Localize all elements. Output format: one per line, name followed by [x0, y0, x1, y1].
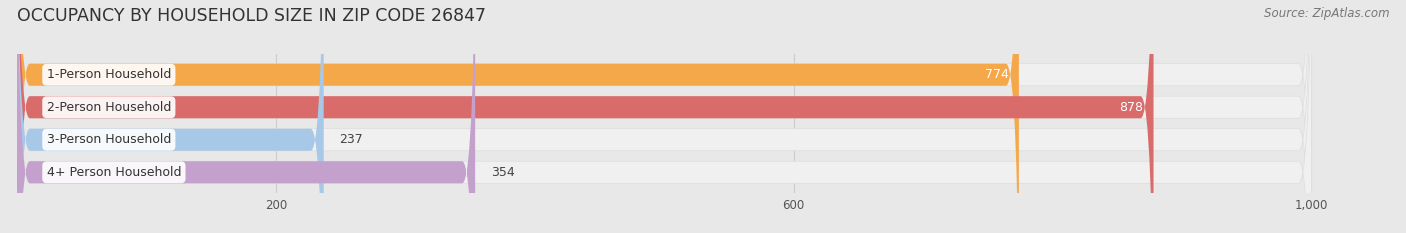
FancyBboxPatch shape — [17, 0, 1312, 233]
Text: OCCUPANCY BY HOUSEHOLD SIZE IN ZIP CODE 26847: OCCUPANCY BY HOUSEHOLD SIZE IN ZIP CODE … — [17, 7, 486, 25]
Text: 774: 774 — [984, 68, 1008, 81]
FancyBboxPatch shape — [17, 0, 1312, 233]
Text: 237: 237 — [339, 133, 363, 146]
FancyBboxPatch shape — [17, 0, 323, 233]
FancyBboxPatch shape — [17, 0, 1312, 233]
FancyBboxPatch shape — [17, 0, 1153, 233]
FancyBboxPatch shape — [17, 0, 1312, 233]
FancyBboxPatch shape — [17, 0, 475, 233]
Text: 3-Person Household: 3-Person Household — [46, 133, 172, 146]
Text: 878: 878 — [1119, 101, 1143, 114]
Text: 2-Person Household: 2-Person Household — [46, 101, 172, 114]
Text: 354: 354 — [491, 166, 515, 179]
Text: 1-Person Household: 1-Person Household — [46, 68, 172, 81]
Text: 4+ Person Household: 4+ Person Household — [46, 166, 181, 179]
FancyBboxPatch shape — [17, 0, 1019, 233]
Text: Source: ZipAtlas.com: Source: ZipAtlas.com — [1264, 7, 1389, 20]
